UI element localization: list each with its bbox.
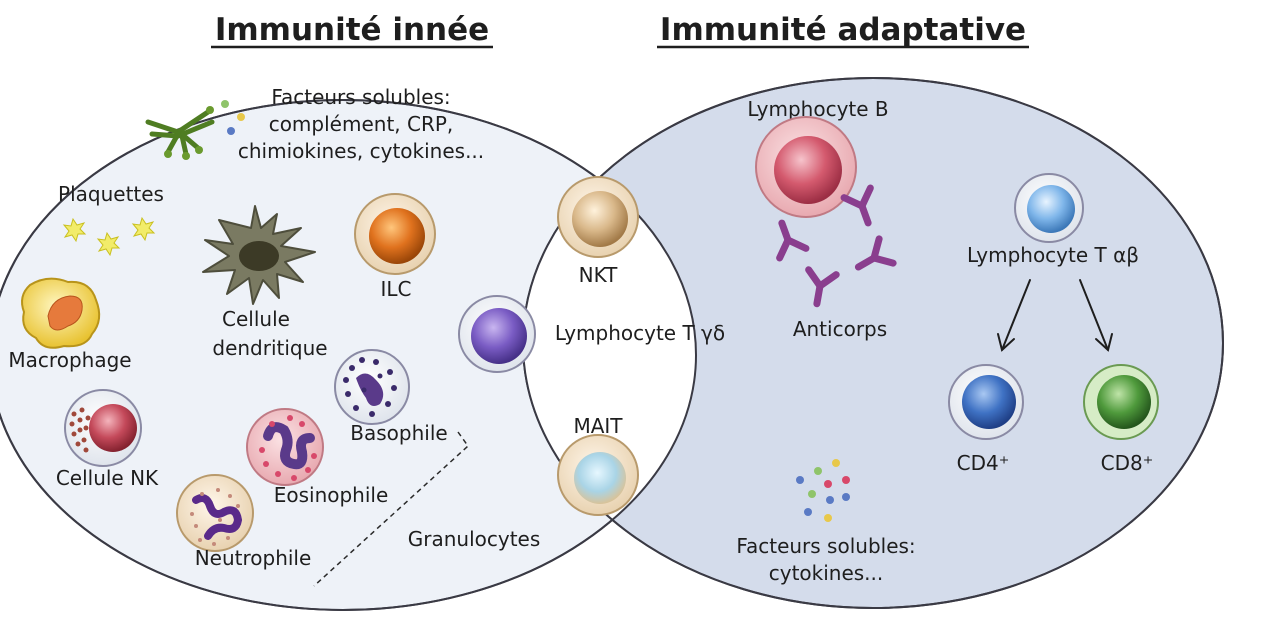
- b-lymphocyte-icon: [755, 116, 857, 218]
- macrophage-label: Macrophage: [8, 348, 131, 372]
- t-alpha-beta-label: Lymphocyte T αβ: [967, 243, 1139, 267]
- granulocytes-label: Granulocytes: [408, 527, 541, 551]
- cd4-label: CD4⁺: [957, 451, 1010, 475]
- platelets-label: Plaquettes: [58, 182, 164, 206]
- cytokine-dots-icon: [796, 459, 850, 522]
- complement-icon: [145, 106, 215, 160]
- nk-cell-label: Cellule NK: [56, 466, 159, 490]
- mait-label: MAIT: [573, 414, 623, 438]
- ilc-cell-icon: [354, 193, 436, 275]
- cd4-cell-icon: [948, 364, 1024, 440]
- dendritic-cell-icon: [202, 205, 316, 305]
- eosinophil-icon: [246, 408, 324, 486]
- eosinophil-label: Eosinophile: [274, 483, 389, 507]
- neutrophil-icon: [176, 474, 254, 552]
- differentiation-arrows: [997, 279, 1113, 352]
- soluble-molecule-dots-icon: [221, 100, 245, 135]
- antibody-icons: [776, 184, 897, 308]
- innate-soluble-factors-line2: complément, CRP,: [269, 112, 454, 136]
- nk-cell-icon: [64, 389, 142, 467]
- t-gamma-delta-cell-icon: [458, 295, 536, 373]
- t-gamma-delta-label: Lymphocyte T γδ: [555, 321, 725, 345]
- mait-cell-icon: [557, 434, 639, 516]
- t-alpha-beta-cell-icon: [1014, 173, 1084, 243]
- innate-soluble-factors-line3: chimiokines, cytokines...: [238, 139, 484, 163]
- basophil-icon: [334, 349, 410, 425]
- nkt-label: NKT: [579, 263, 619, 287]
- basophil-label: Basophile: [350, 421, 447, 445]
- b-lymphocyte-label: Lymphocyte B: [747, 97, 888, 121]
- dendritic-label-line1: Cellule: [222, 307, 290, 331]
- dendritic-label-line2: dendritique: [212, 336, 327, 360]
- antibodies-label: Anticorps: [793, 317, 887, 341]
- adaptive-soluble-factors-line2: cytokines...: [769, 561, 884, 585]
- platelets-icon: [62, 216, 156, 257]
- macrophage-icon: [21, 277, 101, 349]
- ilc-label: ILC: [380, 277, 411, 301]
- neutrophil-label: Neutrophile: [195, 546, 312, 570]
- cd8-cell-icon: [1083, 364, 1159, 440]
- adaptive-title: Immunité adaptative: [660, 12, 1026, 48]
- granulocyte-bracket: [313, 431, 469, 587]
- innate-soluble-factors-line1: Facteurs solubles:: [271, 85, 450, 109]
- innate-title: Immunité innée: [215, 12, 489, 48]
- adaptive-soluble-factors-line1: Facteurs solubles:: [736, 534, 915, 558]
- cd8-label: CD8⁺: [1101, 451, 1154, 475]
- nkt-cell-icon: [557, 176, 639, 258]
